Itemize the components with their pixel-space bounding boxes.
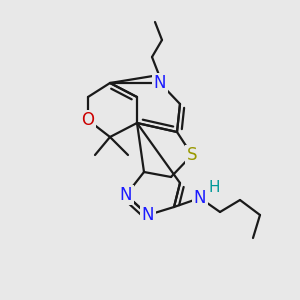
Text: O: O	[82, 111, 94, 129]
Text: N: N	[142, 206, 154, 224]
Text: N: N	[154, 74, 166, 92]
Text: S: S	[187, 146, 197, 164]
Text: N: N	[120, 186, 132, 204]
Text: N: N	[194, 189, 206, 207]
Text: H: H	[208, 179, 220, 194]
